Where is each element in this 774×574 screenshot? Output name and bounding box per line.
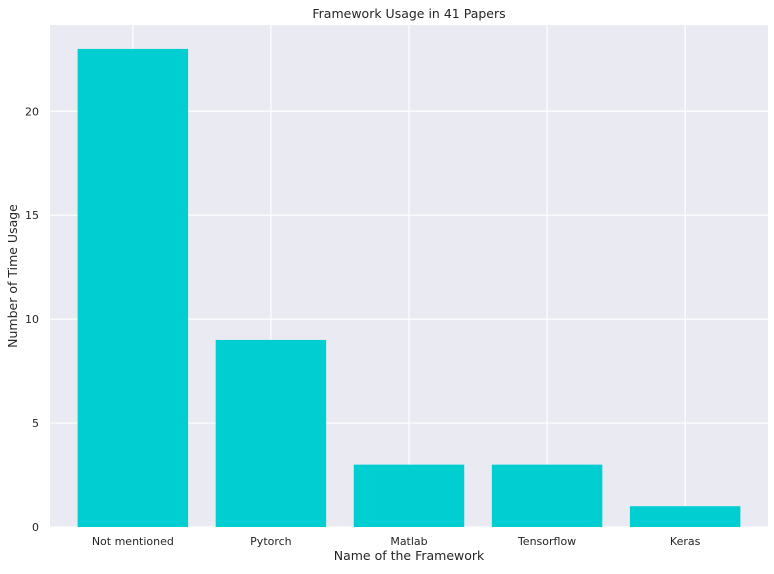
x-tick-label: Pytorch bbox=[250, 535, 292, 548]
y-tick-label: 0 bbox=[32, 521, 39, 534]
y-tick-label: 20 bbox=[25, 105, 39, 118]
y-axis-label: Number of Time Usage bbox=[5, 204, 20, 348]
x-tick-label: Matlab bbox=[390, 535, 427, 548]
x-tick-labels: Not mentioned Pytorch Matlab Tensorflow Kera… bbox=[92, 535, 701, 548]
y-tick-label: 10 bbox=[25, 313, 39, 326]
y-tick-label: 15 bbox=[25, 209, 39, 222]
x-tick-label: Not mentioned bbox=[92, 535, 174, 548]
x-axis-label: Name of the Framework bbox=[334, 548, 485, 563]
x-tick-label: Tensorflow bbox=[517, 535, 576, 548]
bar-keras bbox=[629, 506, 741, 527]
y-tick-label: 5 bbox=[32, 417, 39, 430]
chart-title: Framework Usage in 41 Papers bbox=[312, 6, 505, 21]
y-tick-labels: 0 5 10 15 20 bbox=[25, 105, 39, 534]
bar-tensorflow bbox=[491, 464, 603, 527]
bars bbox=[77, 48, 741, 528]
x-tick-label: Keras bbox=[670, 535, 701, 548]
bar-matlab bbox=[353, 464, 465, 527]
bar-pytorch bbox=[215, 339, 327, 527]
bar-not-mentioned bbox=[77, 48, 189, 528]
